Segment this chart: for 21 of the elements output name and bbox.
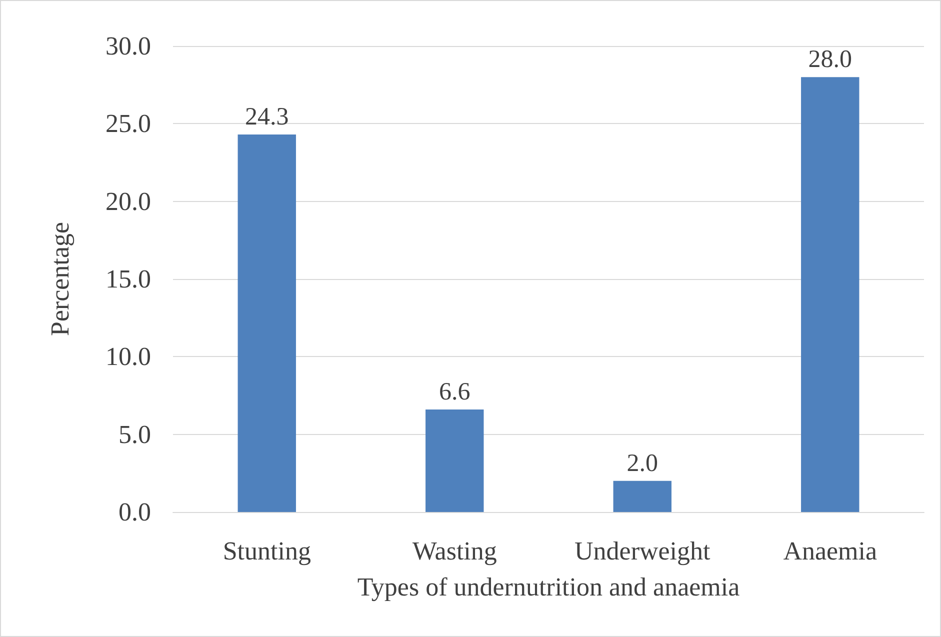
data-label: 24.3 bbox=[245, 104, 289, 131]
y-tick-label: 5.0 bbox=[118, 420, 151, 449]
y-tick-label: 25.0 bbox=[106, 109, 151, 138]
x-axis-title: Types of undernutrition and anaemia bbox=[357, 572, 740, 602]
y-tick-label: 0.0 bbox=[118, 498, 151, 526]
data-label: 28.0 bbox=[808, 46, 852, 74]
bar bbox=[613, 480, 672, 512]
bar bbox=[426, 409, 484, 512]
x-tick-label: Underweight bbox=[574, 536, 712, 566]
x-tick-label: Anaemia bbox=[783, 536, 878, 566]
y-tick-label: 10.0 bbox=[106, 342, 151, 372]
y-tick-label: 15.0 bbox=[106, 264, 151, 294]
bar bbox=[238, 134, 296, 512]
bar bbox=[801, 77, 860, 512]
y-tick-label: 20.0 bbox=[106, 186, 151, 216]
y-axis-title: Percentage bbox=[46, 222, 74, 336]
x-tick-label: Wasting bbox=[412, 536, 497, 566]
y-tick-label: 30.0 bbox=[106, 32, 151, 60]
data-label: 2.0 bbox=[626, 450, 658, 477]
x-tick-label: Stunting bbox=[222, 536, 311, 566]
data-label: 6.6 bbox=[439, 378, 470, 406]
